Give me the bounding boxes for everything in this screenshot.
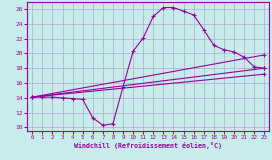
X-axis label: Windchill (Refroidissement éolien,°C): Windchill (Refroidissement éolien,°C) bbox=[74, 142, 222, 149]
